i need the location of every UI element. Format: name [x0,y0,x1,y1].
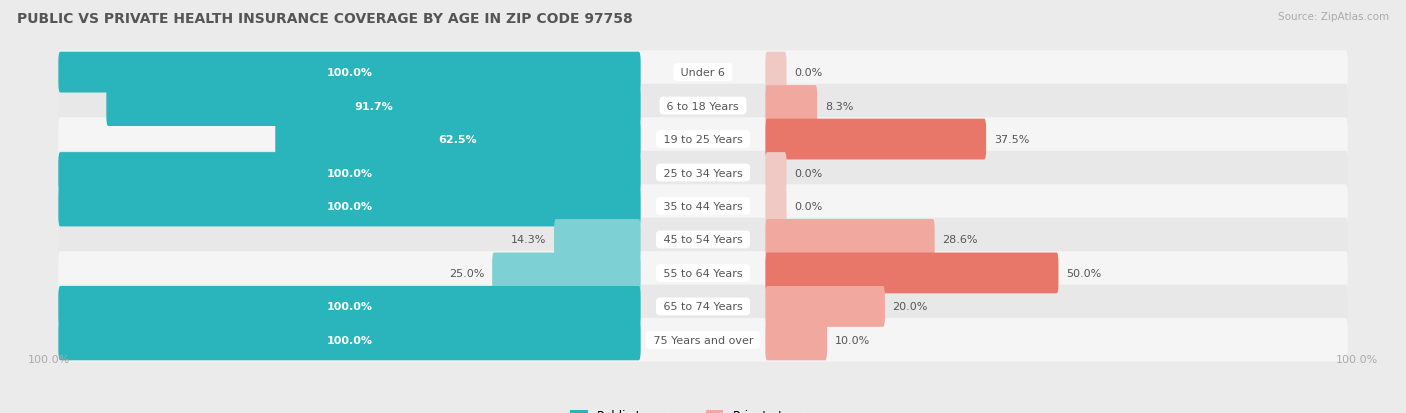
Text: 6 to 18 Years: 6 to 18 Years [664,101,742,112]
Text: 100.0%: 100.0% [28,354,70,364]
Text: 0.0%: 0.0% [794,168,823,178]
Text: 91.7%: 91.7% [354,101,392,112]
FancyBboxPatch shape [58,320,641,361]
FancyBboxPatch shape [765,86,817,127]
Text: 100.0%: 100.0% [326,301,373,312]
FancyBboxPatch shape [58,286,641,327]
FancyBboxPatch shape [58,186,641,227]
Text: 100.0%: 100.0% [326,335,373,345]
Text: 100.0%: 100.0% [326,68,373,78]
FancyBboxPatch shape [765,153,786,193]
Text: 0.0%: 0.0% [794,68,823,78]
Text: Under 6: Under 6 [678,68,728,78]
Text: 35 to 44 Years: 35 to 44 Years [659,202,747,211]
Text: 8.3%: 8.3% [825,101,853,112]
FancyBboxPatch shape [107,86,641,127]
FancyBboxPatch shape [58,218,1348,261]
FancyBboxPatch shape [554,220,641,260]
FancyBboxPatch shape [58,52,641,93]
Text: Source: ZipAtlas.com: Source: ZipAtlas.com [1278,12,1389,22]
Text: 65 to 74 Years: 65 to 74 Years [659,301,747,312]
FancyBboxPatch shape [492,253,641,294]
Legend: Public Insurance, Private Insurance: Public Insurance, Private Insurance [565,404,841,413]
FancyBboxPatch shape [765,52,786,93]
FancyBboxPatch shape [58,285,1348,328]
Text: 25 to 34 Years: 25 to 34 Years [659,168,747,178]
Text: 20.0%: 20.0% [893,301,928,312]
FancyBboxPatch shape [58,318,1348,362]
FancyBboxPatch shape [58,85,1348,128]
Text: 62.5%: 62.5% [439,135,477,145]
Text: 14.3%: 14.3% [510,235,547,245]
Text: 50.0%: 50.0% [1066,268,1101,278]
Text: 45 to 54 Years: 45 to 54 Years [659,235,747,245]
FancyBboxPatch shape [765,220,935,260]
Text: 28.6%: 28.6% [942,235,977,245]
FancyBboxPatch shape [58,152,1348,195]
Text: PUBLIC VS PRIVATE HEALTH INSURANCE COVERAGE BY AGE IN ZIP CODE 97758: PUBLIC VS PRIVATE HEALTH INSURANCE COVER… [17,12,633,26]
FancyBboxPatch shape [58,153,641,193]
Text: 75 Years and over: 75 Years and over [650,335,756,345]
FancyBboxPatch shape [765,186,786,227]
FancyBboxPatch shape [58,252,1348,295]
FancyBboxPatch shape [276,119,641,160]
FancyBboxPatch shape [765,320,827,361]
FancyBboxPatch shape [765,253,1059,294]
Text: 37.5%: 37.5% [994,135,1029,145]
Text: 100.0%: 100.0% [326,202,373,211]
Text: 55 to 64 Years: 55 to 64 Years [659,268,747,278]
Text: 10.0%: 10.0% [835,335,870,345]
FancyBboxPatch shape [58,118,1348,161]
Text: 100.0%: 100.0% [326,168,373,178]
Text: 25.0%: 25.0% [449,268,485,278]
Text: 100.0%: 100.0% [1336,354,1378,364]
FancyBboxPatch shape [765,119,986,160]
Text: 0.0%: 0.0% [794,202,823,211]
Text: 19 to 25 Years: 19 to 25 Years [659,135,747,145]
FancyBboxPatch shape [765,286,884,327]
FancyBboxPatch shape [58,51,1348,95]
FancyBboxPatch shape [58,185,1348,228]
